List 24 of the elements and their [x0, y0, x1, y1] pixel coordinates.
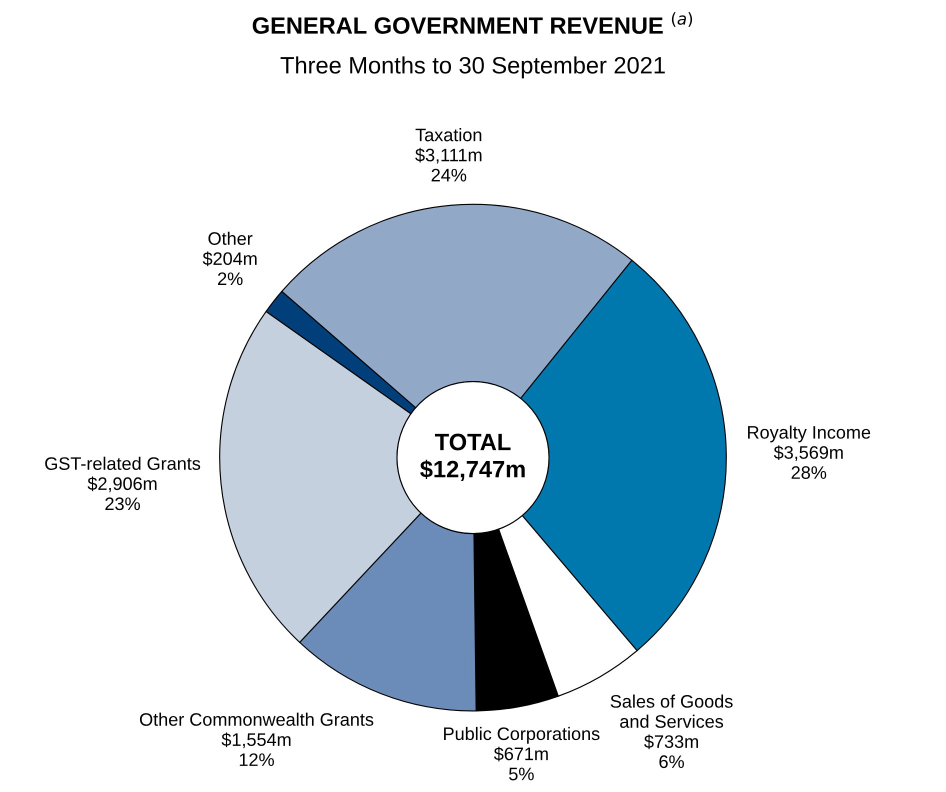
text: 23% — [105, 497, 140, 510]
slice-label: Public Corporations — [444, 726, 600, 744]
data-label: $671m — [494, 746, 548, 762]
text: 2% — [218, 272, 243, 286]
slice-label: Taxation — [416, 128, 482, 142]
slice-label: Other — [208, 232, 252, 245]
slice-label: Royalty Income — [748, 426, 870, 442]
slice-label: GST-related Grants — [45, 456, 200, 470]
text: 24% — [432, 168, 466, 182]
text: 12% — [240, 753, 274, 766]
text: 5% — [509, 768, 534, 780]
data-label: $1,554m — [222, 732, 290, 748]
chart-subtitle: Three Months to 30 September 2021 — [280, 56, 665, 78]
data-label: $3,111m — [415, 148, 482, 164]
slice-label: Sales of Goods and Services — [610, 694, 733, 728]
data-label: $733m — [644, 734, 698, 750]
chart-title: GENERAL GOVERNMENT REVENUE $^{(a)}$ — [252, 12, 692, 34]
text: 28% — [792, 466, 826, 479]
data-label: $3,569m — [774, 445, 843, 461]
data-label: $204m — [202, 252, 257, 266]
text: TOTAL $12,747m — [420, 434, 525, 481]
slice-label: Other Commonwealth Grants — [140, 712, 374, 726]
text: 6% — [659, 755, 684, 768]
data-label: $2,906m — [88, 476, 156, 492]
